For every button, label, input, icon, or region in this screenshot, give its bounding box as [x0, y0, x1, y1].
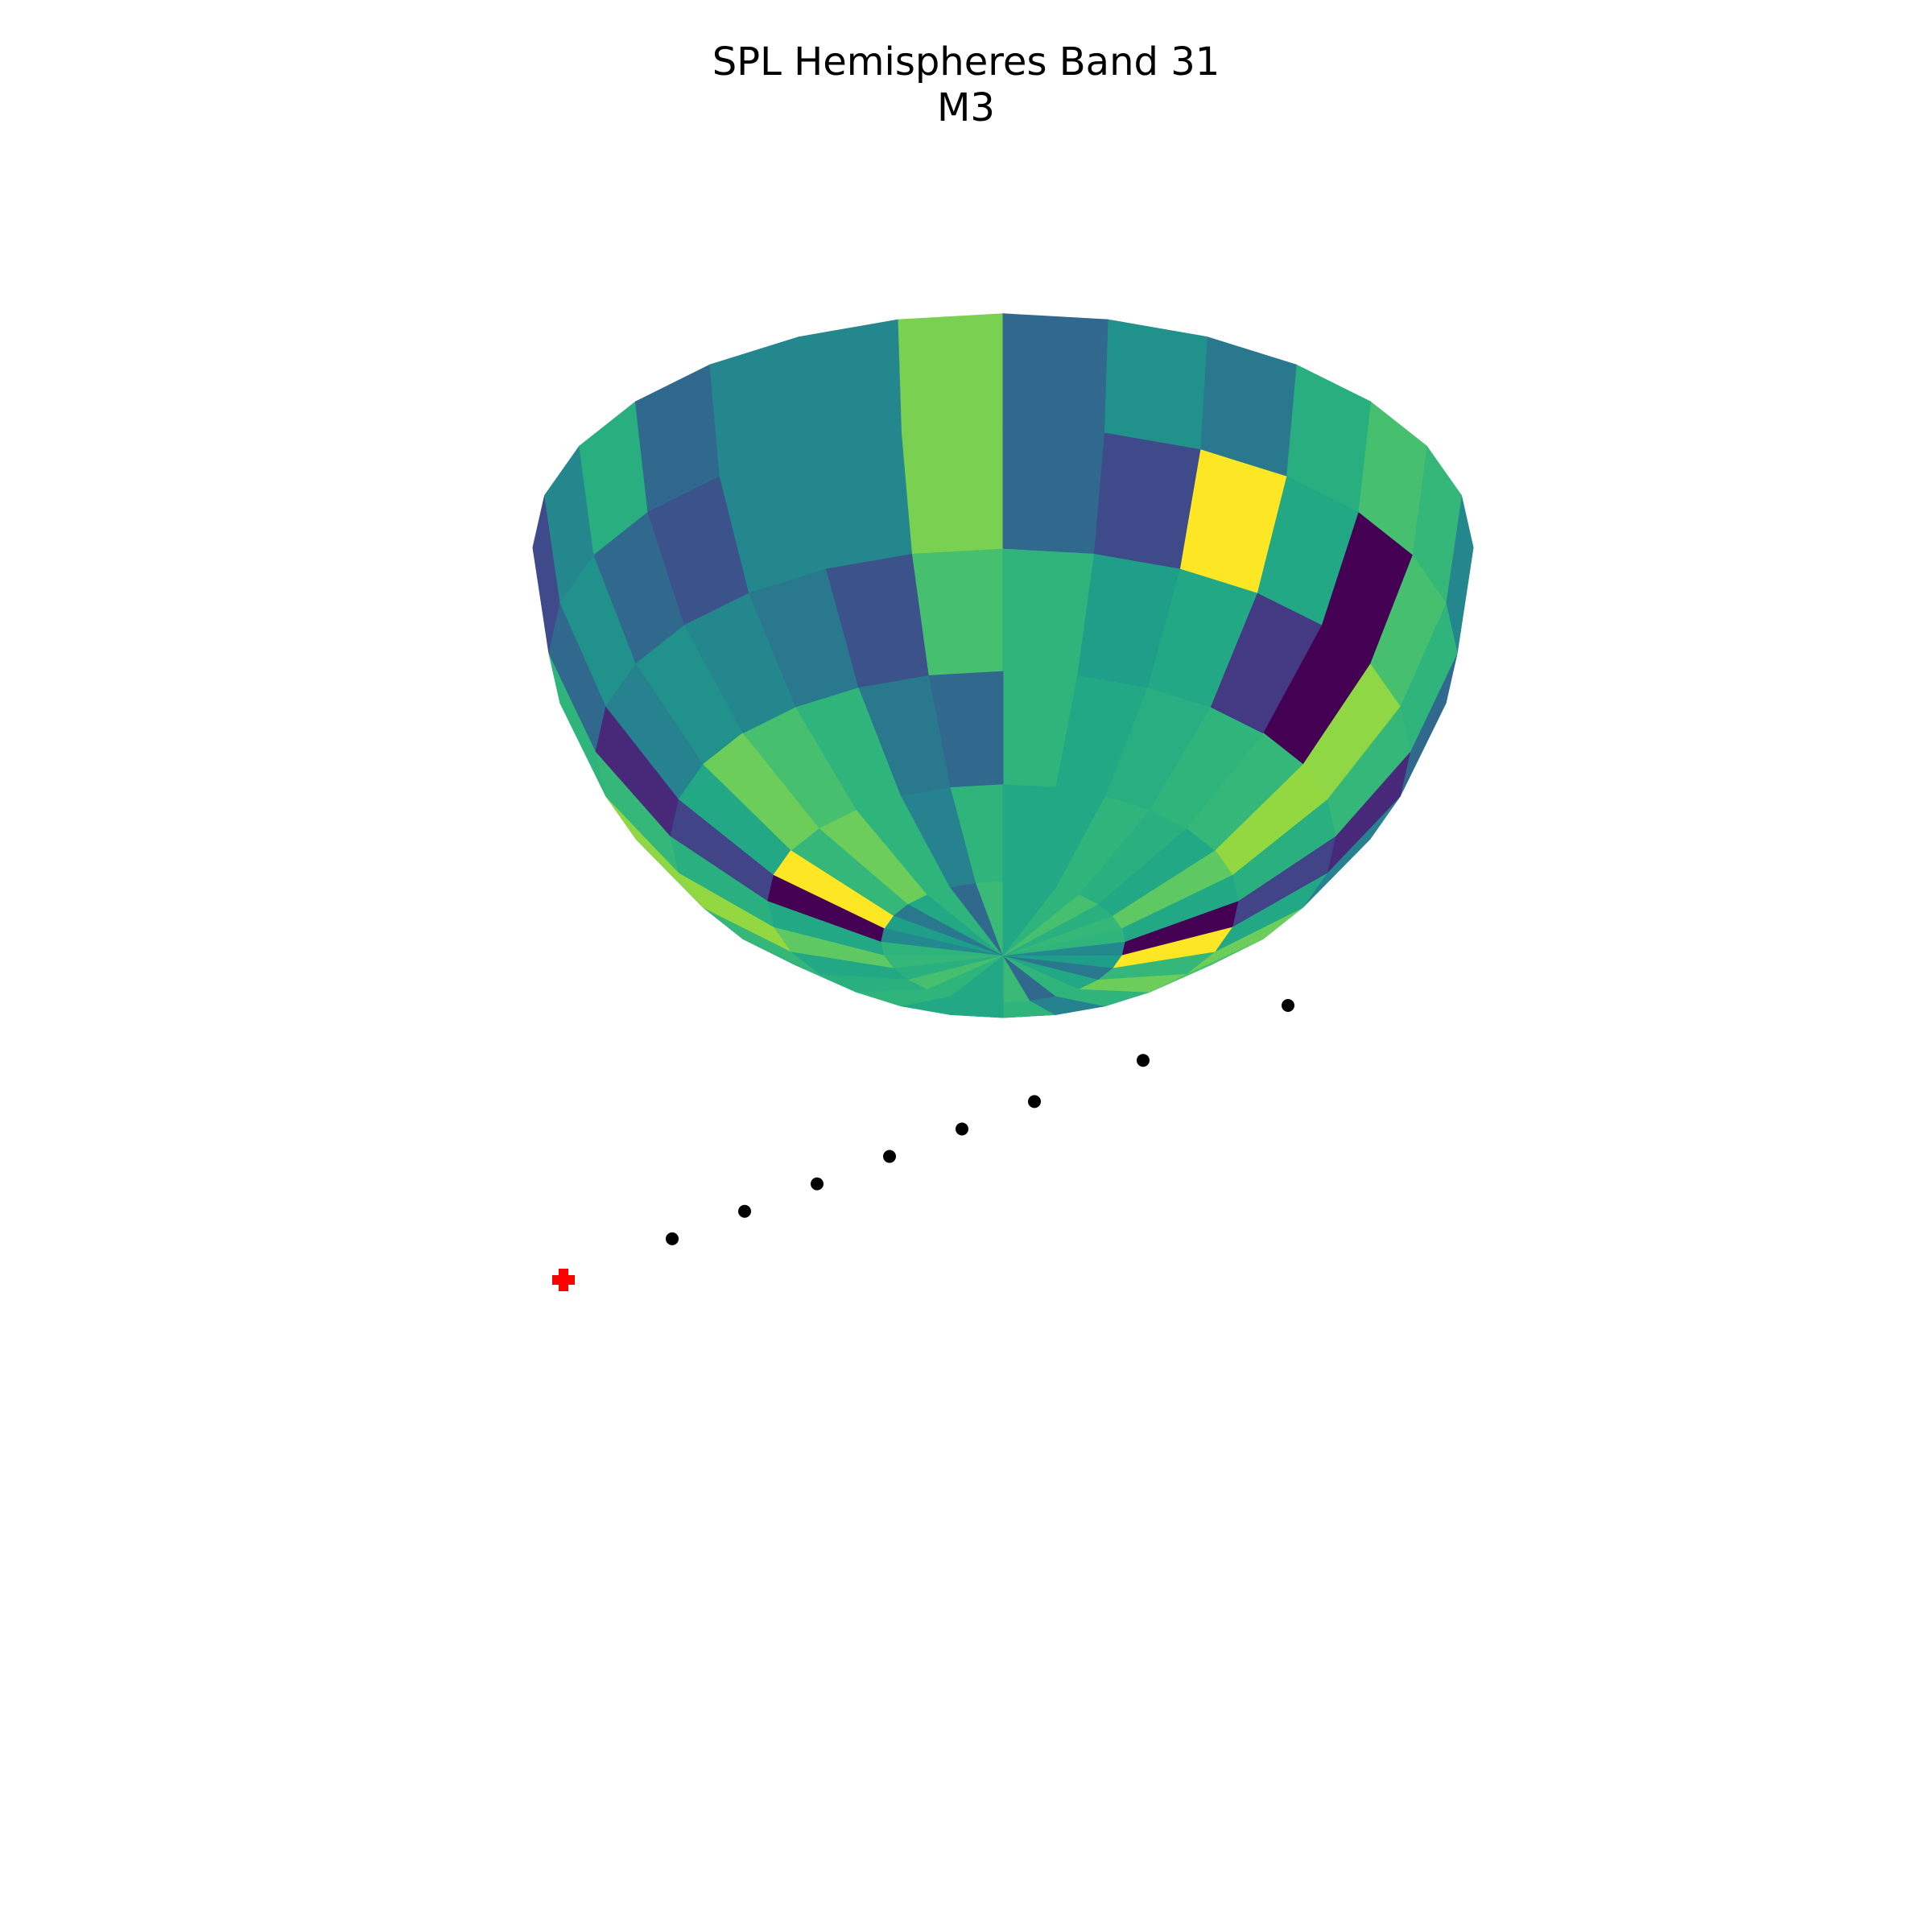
surface-face [898, 313, 1004, 434]
measurement-point [1028, 1095, 1041, 1108]
measurement-point [738, 1204, 751, 1218]
measurement-point [811, 1177, 824, 1191]
measurement-point [1137, 1054, 1150, 1067]
surface-face [1002, 313, 1108, 434]
measurement-point [666, 1232, 679, 1245]
surface-face [901, 427, 1004, 555]
surface-face [1002, 548, 1095, 675]
surface-face [1103, 319, 1208, 451]
measurement-point [1282, 999, 1294, 1012]
chart-title: SPL Hemispheres Band 31 [712, 39, 1220, 85]
source-marker [552, 1269, 575, 1291]
hemisphere-surface [532, 313, 1474, 1018]
chart-subtitle: M3 [937, 85, 995, 130]
measurement-point [883, 1150, 896, 1163]
measurement-points [552, 999, 1294, 1291]
surface-face [1002, 427, 1105, 555]
measurement-point [956, 1122, 968, 1136]
surface-face [799, 319, 903, 451]
